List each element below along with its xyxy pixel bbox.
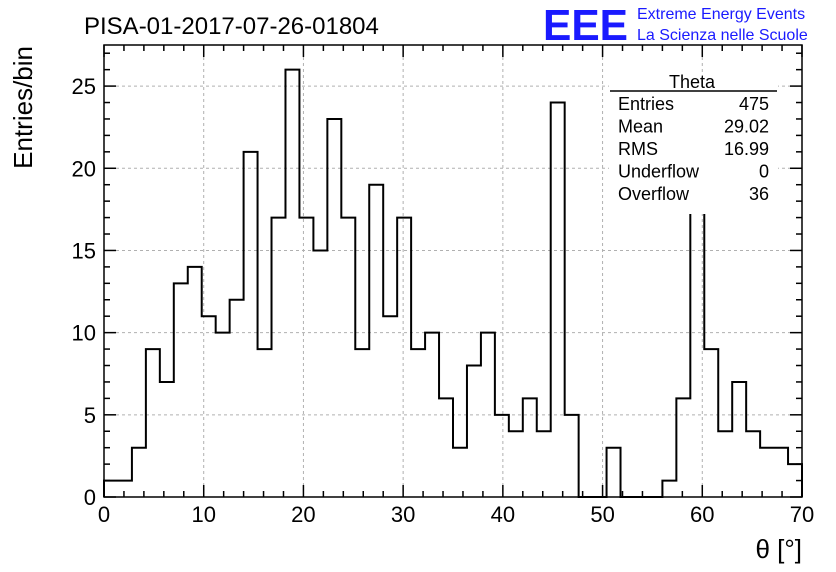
y-tick-label: 10 bbox=[72, 321, 96, 346]
stats-row-value: 16.99 bbox=[724, 139, 769, 159]
y-tick-label: 0 bbox=[84, 485, 96, 510]
stats-row-label: Underflow bbox=[618, 162, 700, 182]
plot-frame bbox=[103, 44, 803, 498]
stats-box: Theta Entries 475 Mean 29.02 RMS 16.99 Underfl… bbox=[609, 72, 778, 214]
y-tick-label: 25 bbox=[72, 74, 96, 99]
stats-row-label: Overflow bbox=[618, 184, 690, 204]
eee-logo-line1: Extreme Energy Events bbox=[637, 6, 805, 23]
y-tick-label: 15 bbox=[72, 238, 96, 263]
eee-logo-mark: EEE bbox=[543, 1, 628, 50]
stats-row-value: 0 bbox=[759, 162, 769, 182]
stats-row-label: Mean bbox=[618, 117, 663, 137]
x-tick-label: 10 bbox=[191, 502, 215, 527]
x-tick-label: 0 bbox=[98, 502, 110, 527]
y-tick-label: 5 bbox=[84, 403, 96, 428]
stats-box-title: Theta bbox=[669, 72, 716, 92]
eee-logo: EEE Extreme Energy Events La Scienza nel… bbox=[543, 1, 808, 50]
y-tick-label: 20 bbox=[72, 156, 96, 181]
stats-row-label: RMS bbox=[618, 139, 658, 159]
chart-title: PISA-01-2017-07-26-01804 bbox=[84, 13, 379, 40]
x-tick-label: 40 bbox=[491, 502, 515, 527]
histogram-outline bbox=[103, 68, 803, 498]
stats-row-value: 36 bbox=[749, 184, 769, 204]
stats-rows: Entries 475 Mean 29.02 RMS 16.99 Underflow 0 Ove… bbox=[618, 94, 769, 204]
eee-logo-line2: La Scienza nelle Scuole bbox=[637, 27, 808, 44]
x-tick-label: 60 bbox=[690, 502, 714, 527]
y-axis-label: Entries/bin bbox=[8, 46, 38, 169]
stats-row-value: 475 bbox=[739, 94, 769, 114]
x-tick-label: 70 bbox=[790, 502, 814, 527]
x-tick-label: 20 bbox=[291, 502, 315, 527]
axis-tick-labels: 0 10 20 30 40 50 60 70 0 5 10 15 20 25 bbox=[72, 74, 815, 527]
x-axis-label: θ [°] bbox=[755, 534, 802, 564]
x-tick-label: 50 bbox=[590, 502, 614, 527]
stats-row-label: Entries bbox=[618, 94, 674, 114]
axis-ticks bbox=[103, 45, 803, 498]
stats-box-background bbox=[609, 77, 778, 214]
stats-row-value: 29.02 bbox=[724, 117, 769, 137]
x-tick-label: 30 bbox=[391, 502, 415, 527]
